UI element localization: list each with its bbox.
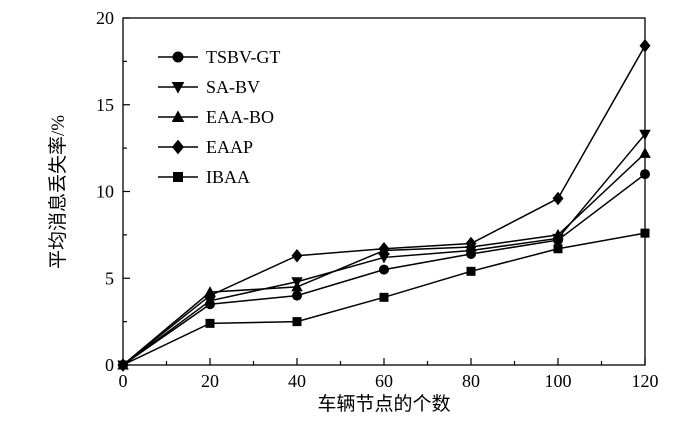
series-marker-tsbv-gt (640, 169, 650, 180)
plot-frame (122, 17, 646, 366)
x-tick-label: 40 (288, 371, 306, 391)
series-marker-ibaa (379, 292, 389, 302)
series-marker-eaap (204, 288, 216, 303)
series-marker-eaap (378, 242, 390, 256)
y-axis-label: 平均消息丢失率/% (47, 115, 69, 269)
x-axis-label: 车辆节点的个数 (317, 393, 450, 415)
series-line-eaap (122, 45, 646, 366)
series-marker-ibaa (466, 266, 476, 276)
legend: TSBV-GT SA-BV EAA-BO EAAP IBAA (158, 47, 280, 187)
legend-marker-diamond (171, 139, 185, 155)
x-tick-label: 0 (119, 371, 128, 391)
legend-marker-triangle-up (171, 110, 185, 122)
series-marker-ibaa (553, 244, 563, 254)
legend-item-eaap: EAAP (158, 137, 253, 157)
legend-item-ibaa: IBAA (158, 167, 250, 187)
series-marker-eaa-bo (552, 228, 564, 240)
series-marker-eaap (465, 236, 477, 251)
series-marker-ibaa (205, 318, 215, 328)
x-tick-label: 60 (375, 371, 393, 391)
x-tick-label: 120 (632, 371, 659, 391)
series-marker-eaap (291, 248, 303, 263)
y-tick-label: 5 (105, 268, 114, 288)
y-tick-label: 10 (96, 182, 114, 202)
series-marker-sa-bv (378, 252, 390, 264)
legend-marker-circle (172, 51, 184, 63)
legend-item-sa-bv: SA-BV (158, 77, 260, 97)
series-marker-eaap (552, 191, 564, 206)
x-tick-label: 20 (201, 371, 219, 391)
legend-label: IBAA (206, 167, 250, 187)
legend-marker-triangle-down (171, 82, 185, 94)
legend-label: SA-BV (206, 77, 260, 97)
series-marker-sa-bv (639, 129, 651, 141)
y-tick-label: 0 (105, 355, 114, 375)
series-marker-eaap (639, 39, 651, 53)
y-tick-label: 20 (96, 8, 114, 28)
series-marker-eaa-bo (639, 147, 651, 158)
series-marker-tsbv-gt (379, 264, 389, 275)
legend-item-tsbv-gt: TSBV-GT (158, 47, 280, 67)
x-tick-label: 80 (462, 371, 480, 391)
plot-area: 0 20 40 60 80 100 120 0 5 10 15 20 (96, 8, 659, 391)
series-marker-ibaa (118, 360, 128, 370)
y-tick-label: 15 (96, 95, 114, 115)
series-marker-ibaa (292, 317, 302, 327)
legend-label: EAA-BO (206, 107, 274, 127)
series-marker-ibaa (640, 228, 650, 238)
x-tick-label: 100 (545, 371, 572, 391)
legend-marker-square (173, 172, 183, 182)
legend-label: EAAP (206, 137, 253, 157)
legend-item-eaa-bo: EAA-BO (158, 107, 274, 127)
legend-label: TSBV-GT (206, 47, 280, 67)
series-marker-eaa-bo (291, 280, 303, 292)
series-marker-tsbv-gt (292, 290, 302, 301)
